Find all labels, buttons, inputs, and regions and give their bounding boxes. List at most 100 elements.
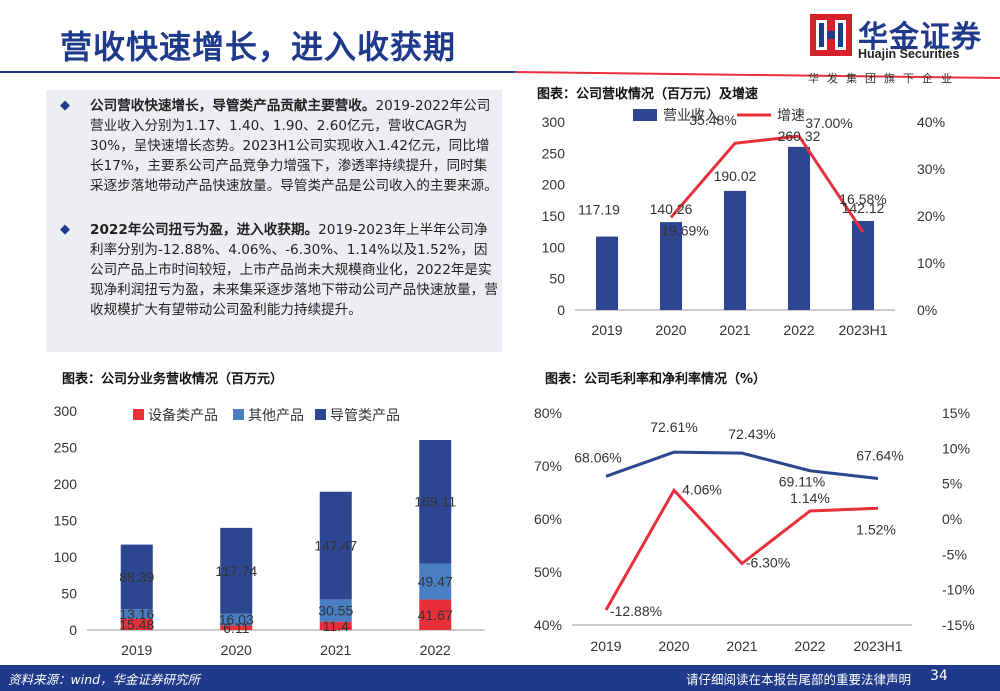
y-tick-label: 50 [549,271,565,287]
x-tick-label: 2021 [320,642,351,658]
x-tick-label: 2022 [783,322,814,338]
segment-bar-0 [319,621,352,630]
segment-bar-1 [220,613,253,626]
logo-tagline: 华发集团旗下企业 [808,72,960,85]
y-tick-label: 150 [54,513,78,529]
x-tick-label: 2019 [121,642,152,658]
x-tick-label: 2019 [591,322,622,338]
bar-data-label: 142.12 [842,200,885,216]
bar-data-label: 140.26 [650,201,693,217]
legend-label-0: 设备类产品 [148,407,218,423]
y2-tick-label: 0% [917,302,937,318]
x-tick-label: 2022 [794,638,825,654]
segment-data-label: 11.4 [323,618,349,634]
segment-bar-0 [220,625,253,630]
revenue-bar [852,220,874,310]
y-tick-label: 250 [542,145,566,161]
revenue-bar [788,146,810,310]
bar-data-label: 260.32 [778,128,821,144]
line-data-label: 35.48% [689,112,736,128]
footer-bar [0,665,1000,691]
y2-tick-label: 40% [917,114,945,130]
y-tick-label: 100 [54,549,78,565]
legend-label-revenue: 营业收入 [663,107,719,123]
net-margin-line [604,487,879,611]
logo-english: Huajin Securities [858,47,960,61]
gross-margin-line [605,450,879,480]
segment-bar-2 [319,491,352,600]
y-tick-label: 300 [542,114,566,130]
legend-swatch-1 [233,409,244,420]
segment-bar-1 [419,563,452,600]
huajin-logo-icon [810,14,852,56]
segment-data-label: 6.11 [223,620,249,636]
y2-tick-label: 15% [942,405,970,421]
revenue-bar [596,236,618,310]
x-tick-label: 2020 [655,322,686,338]
segment-data-label: 117.74 [215,563,257,579]
line-data-label: 16.58% [839,191,886,207]
y-tick-label: 250 [54,440,78,456]
gross-data-label: 72.61% [650,419,697,435]
segment-bar-2 [120,544,153,610]
gross-data-label: 69.11% [779,474,825,490]
segment-bar-2 [220,527,253,614]
net-data-label: 1.14% [790,490,830,506]
x-tick-label: 2019 [590,638,621,654]
net-data-label: -6.30% [746,555,790,571]
segment-data-label: 169.11 [414,494,456,510]
segment-data-label: 13.16 [119,606,154,622]
gross-data-label: 72.43% [728,426,775,442]
gross-data-label: 67.64% [856,448,903,464]
y2-tick-label: -5% [942,546,967,562]
legend-label-2: 导管类产品 [330,407,400,423]
y-tick-label: 70% [534,458,562,474]
footer-source: 资料来源：wind，华金证券研究所 [8,672,201,687]
y-tick-label: 300 [54,403,78,419]
bullet-profit: ◆ 2022年公司扭亏为盈，进入收获期。2019-2023年上半年公司净利率分别… [60,220,498,320]
y-tick-label: 0 [557,302,565,318]
header-decoration [0,71,1000,79]
segment-data-label: 16.03 [219,612,254,628]
y2-tick-label: -15% [942,617,975,633]
y-tick-label: 200 [542,177,566,193]
bullet-heading: 公司营收快速增长，导管类产品贡献主要营收。 [90,98,376,114]
x-tick-label: 2023H1 [838,322,887,338]
footer-disclaimer: 请仔细阅读在本报告尾部的重要法律声明 [686,672,912,687]
gross-data-label: 68.06% [574,449,621,465]
y2-tick-label: 5% [942,476,962,492]
y2-tick-label: 10% [917,255,945,271]
net-data-label: 4.06% [682,481,722,497]
segment-bar-0 [120,618,153,630]
bullet-body: 2019-2023年上半年公司净利率分别为-12.88%、4.06%、-6.30… [90,222,498,318]
segment-data-label: 15.48 [119,616,154,632]
growth-line [669,134,865,233]
bullet-revenue: ◆ 公司营收快速增长，导管类产品贡献主要营收。2019-2022年公司营业收入分… [60,96,498,196]
bullet-heading: 2022年公司扭亏为盈，进入收获期。 [90,222,319,238]
segment-data-label: 147.47 [314,538,357,554]
segment-bar-0 [419,599,452,630]
segment-data-label: 30.55 [318,603,353,619]
segment-data-label: 88.39 [119,569,154,585]
x-tick-label: 2022 [420,642,451,658]
legend-label-1: 其他产品 [248,407,304,423]
segment-data-label: 41.67 [418,607,453,623]
diamond-bullet-icon: ◆ [60,98,70,113]
y-tick-label: 60% [534,511,562,527]
x-tick-label: 2021 [726,638,757,654]
chart3-title: 图表：公司毛利率和净利率情况（%） [545,372,767,387]
y-tick-label: 50% [534,564,562,580]
x-tick-label: 2020 [221,642,252,658]
y-tick-label: 200 [54,476,78,492]
segment-data-label: 49.47 [418,574,453,590]
y-tick-label: 80% [534,405,562,421]
y-tick-label: 100 [542,239,566,255]
y-tick-label: 150 [542,208,566,224]
legend-swatch-revenue [633,109,657,121]
x-tick-label: 2020 [658,638,689,654]
diamond-bullet-icon: ◆ [60,222,70,237]
revenue-bar [660,222,682,310]
bar-data-label: 117.19 [578,202,620,218]
page-number: 34 [930,668,948,684]
y2-tick-label: 20% [917,208,945,224]
